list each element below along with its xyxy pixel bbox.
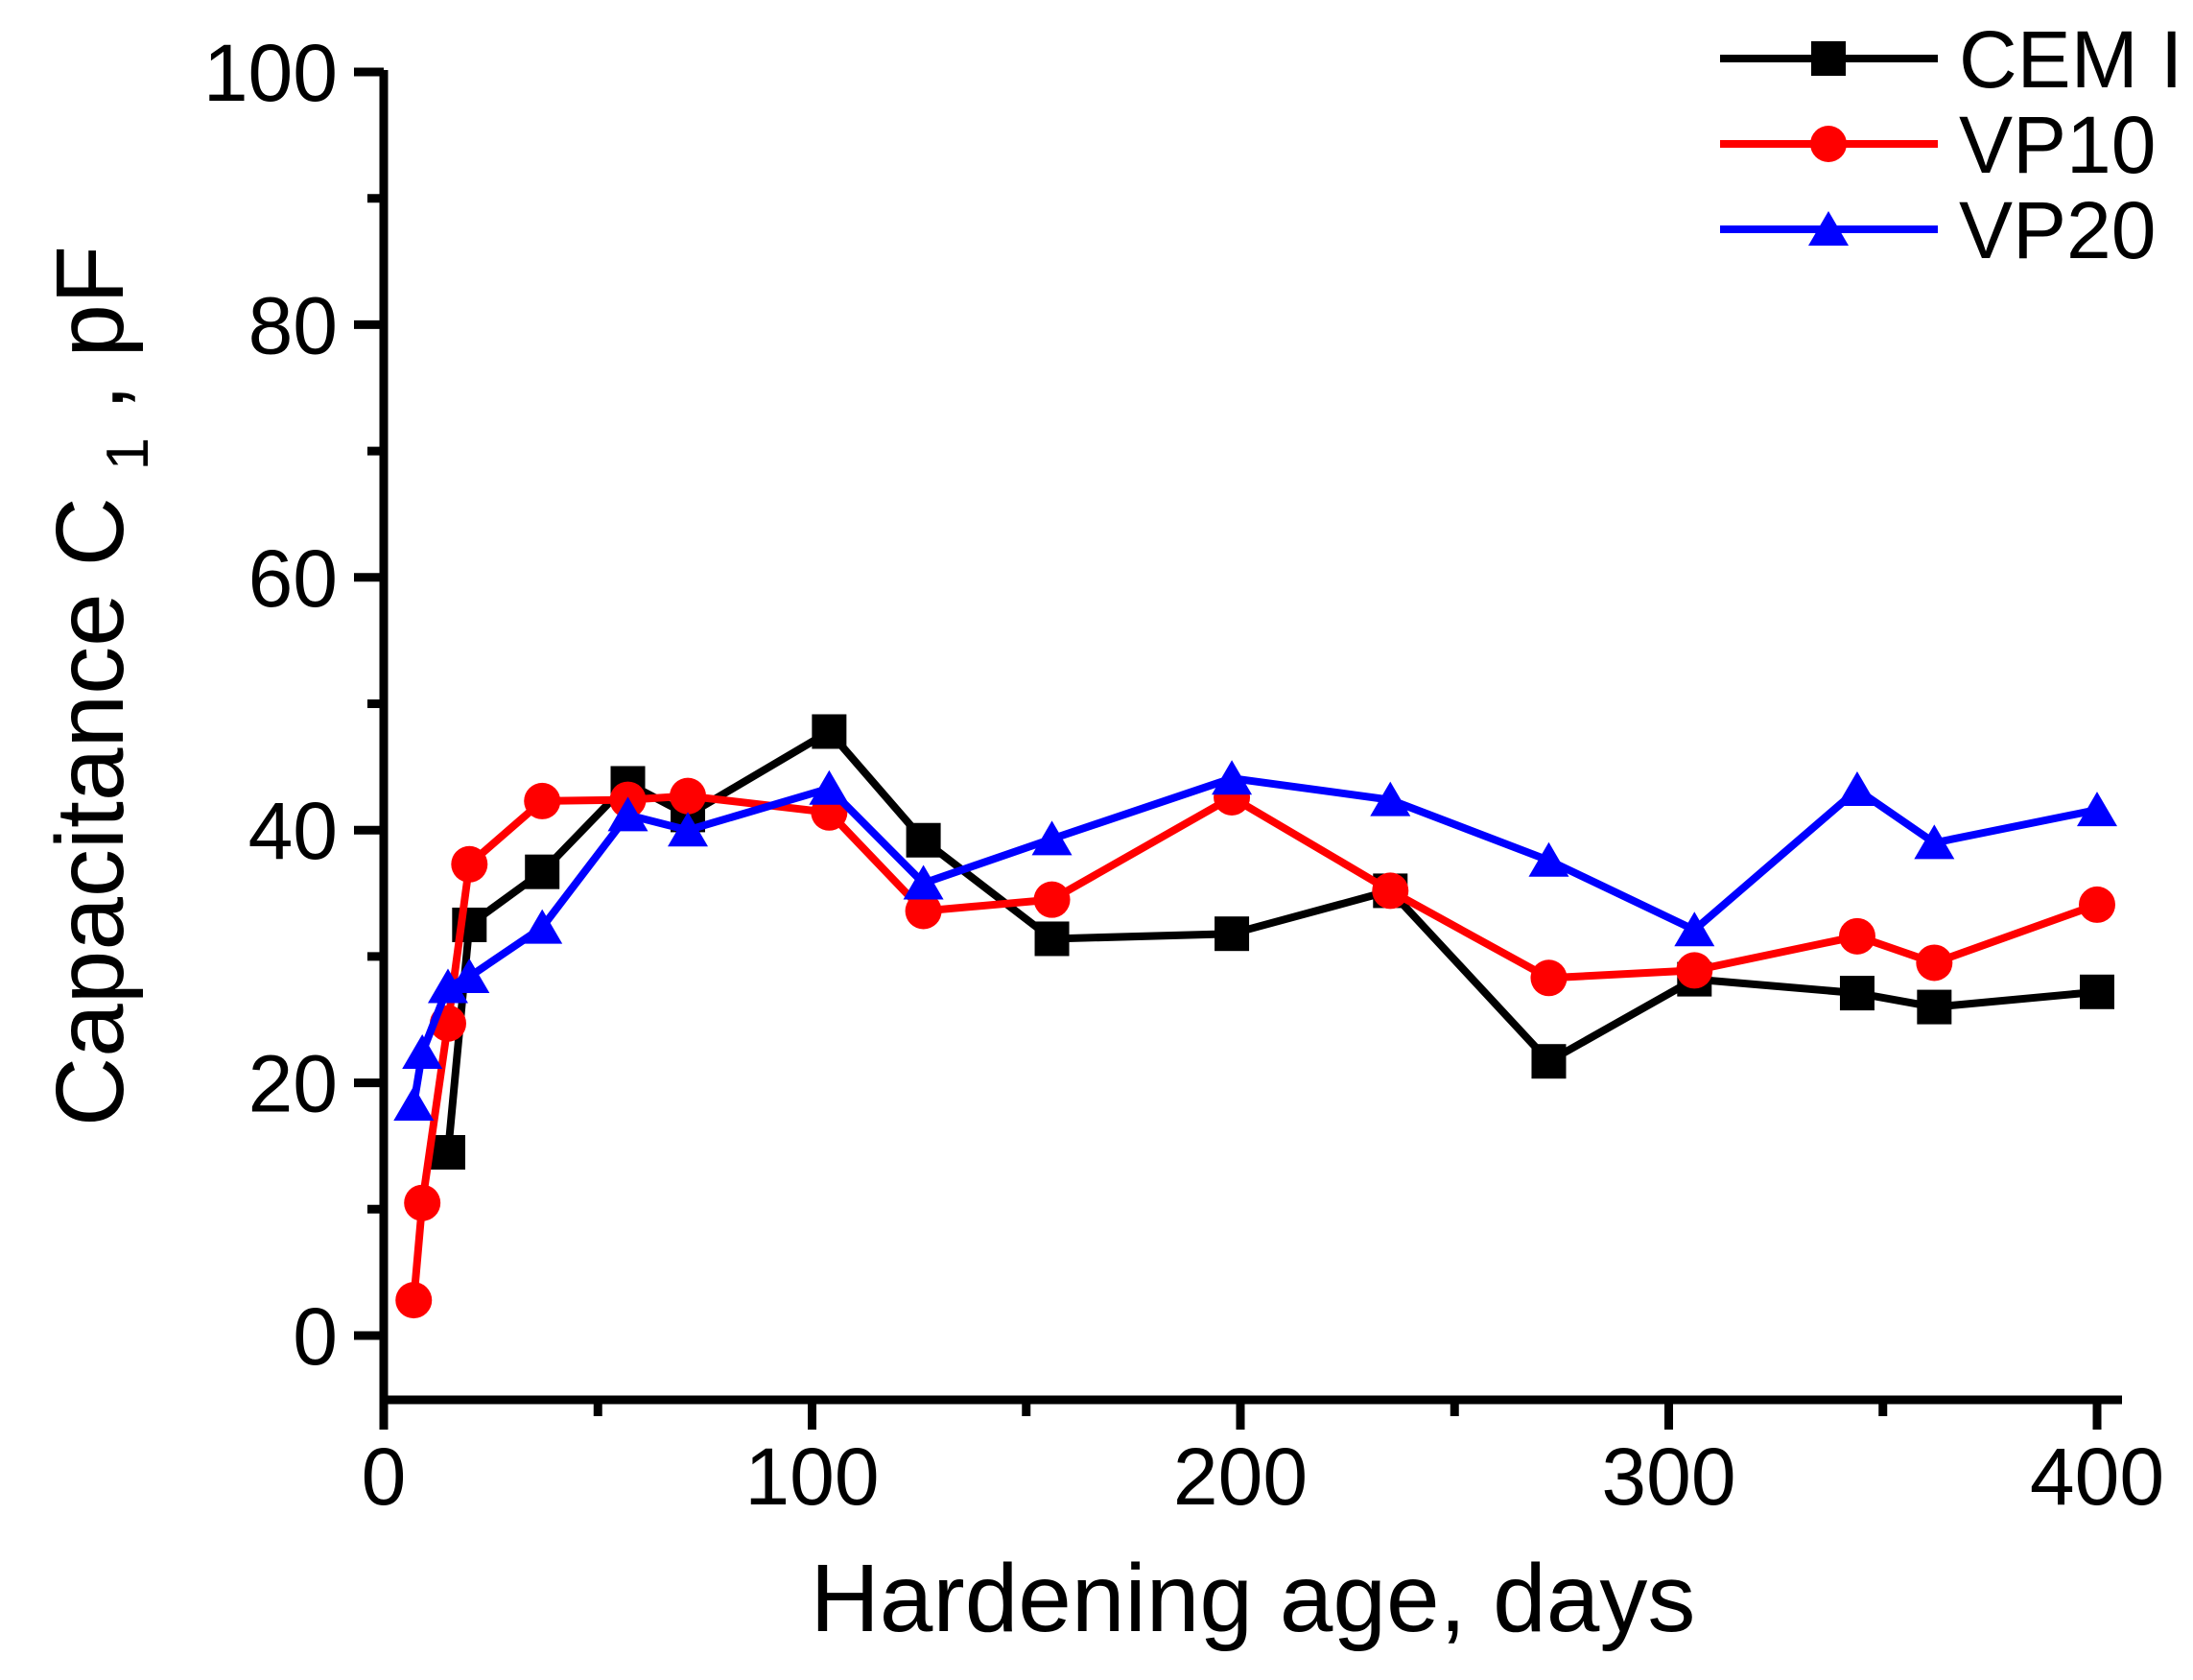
triangle-marker <box>903 864 944 900</box>
circle-marker <box>395 1282 433 1319</box>
triangle-marker <box>1212 760 1253 795</box>
circle-marker <box>1530 959 1568 997</box>
x-tick-label: 0 <box>362 1432 407 1522</box>
y-axis-title: Capacitance C 1 , pF <box>36 246 169 1126</box>
triangle-marker <box>522 909 563 944</box>
square-marker <box>1839 976 1875 1011</box>
square-marker <box>1531 1044 1567 1079</box>
square-marker <box>1811 41 1846 76</box>
triangle-marker <box>1836 771 1877 807</box>
x-tick-label: 200 <box>1173 1432 1308 1522</box>
y-axis-title-subscript: 1 <box>95 438 161 470</box>
triangle-marker <box>427 968 468 1004</box>
x-tick-label: 100 <box>744 1432 879 1522</box>
triangle-marker <box>1674 911 1715 947</box>
square-marker <box>525 854 560 889</box>
square-marker <box>1917 989 1952 1025</box>
legend-item-vp10: VP10 <box>1720 100 2157 190</box>
legend-label: CEM I <box>1959 14 2182 105</box>
circle-marker <box>1810 126 1847 162</box>
series-vp10 <box>395 777 2115 1319</box>
triangle-marker <box>607 796 648 832</box>
circle-marker <box>1676 952 1713 989</box>
y-tick-label: 40 <box>248 786 338 876</box>
circle-marker <box>905 892 942 930</box>
square-marker <box>1214 916 1250 952</box>
legend-label: VP10 <box>1959 100 2157 190</box>
y-tick-label: 60 <box>248 533 338 624</box>
square-marker <box>1034 921 1070 957</box>
triangle-marker <box>1370 781 1411 816</box>
circle-marker <box>2079 886 2115 923</box>
triangle-marker <box>1031 820 1073 856</box>
series-vp20 <box>393 760 2117 1121</box>
square-marker <box>906 822 941 858</box>
triangle-marker <box>809 769 850 805</box>
legend-item-vp20: VP20 <box>1720 185 2157 275</box>
triangle-marker <box>393 1085 435 1121</box>
square-marker <box>2080 974 2114 1009</box>
series-line <box>410 792 2099 1301</box>
y-tick-label: 0 <box>293 1291 338 1382</box>
triangle-marker <box>1528 841 1569 877</box>
square-marker <box>812 714 847 749</box>
triangle-marker <box>449 958 490 993</box>
y-tick-label: 20 <box>248 1039 338 1129</box>
x-tick-label: 300 <box>1601 1432 1735 1522</box>
triangle-marker <box>1914 824 1955 860</box>
circle-marker <box>451 845 488 883</box>
circle-marker <box>524 782 561 819</box>
legend-item-cem-i: CEM I <box>1720 14 2182 105</box>
circle-marker <box>1916 944 1953 982</box>
triangle-marker <box>402 1033 443 1069</box>
triangle-marker <box>1808 211 1849 246</box>
triangle-marker <box>2077 792 2117 827</box>
circle-marker <box>1838 917 1875 955</box>
y-tick-label: 100 <box>203 28 338 118</box>
y-tick-label: 80 <box>248 280 338 370</box>
circle-marker <box>670 777 707 815</box>
x-tick-label: 400 <box>2030 1432 2164 1522</box>
circle-marker <box>404 1184 441 1221</box>
legend-label: VP20 <box>1959 185 2157 275</box>
square-marker <box>430 1135 465 1171</box>
triangle-marker <box>668 812 709 847</box>
circle-marker <box>1372 872 1409 910</box>
x-axis-title: Hardening age, days <box>811 1545 1696 1652</box>
data-series <box>393 714 2117 1319</box>
y-axis-title-main: Capacitance C <box>36 497 144 1126</box>
circle-marker <box>1033 881 1071 918</box>
y-axis-title-suffix: , pF <box>36 246 144 411</box>
axes: 0 20 40 60 80 100 0 100 200 300 400 <box>203 28 2164 1522</box>
